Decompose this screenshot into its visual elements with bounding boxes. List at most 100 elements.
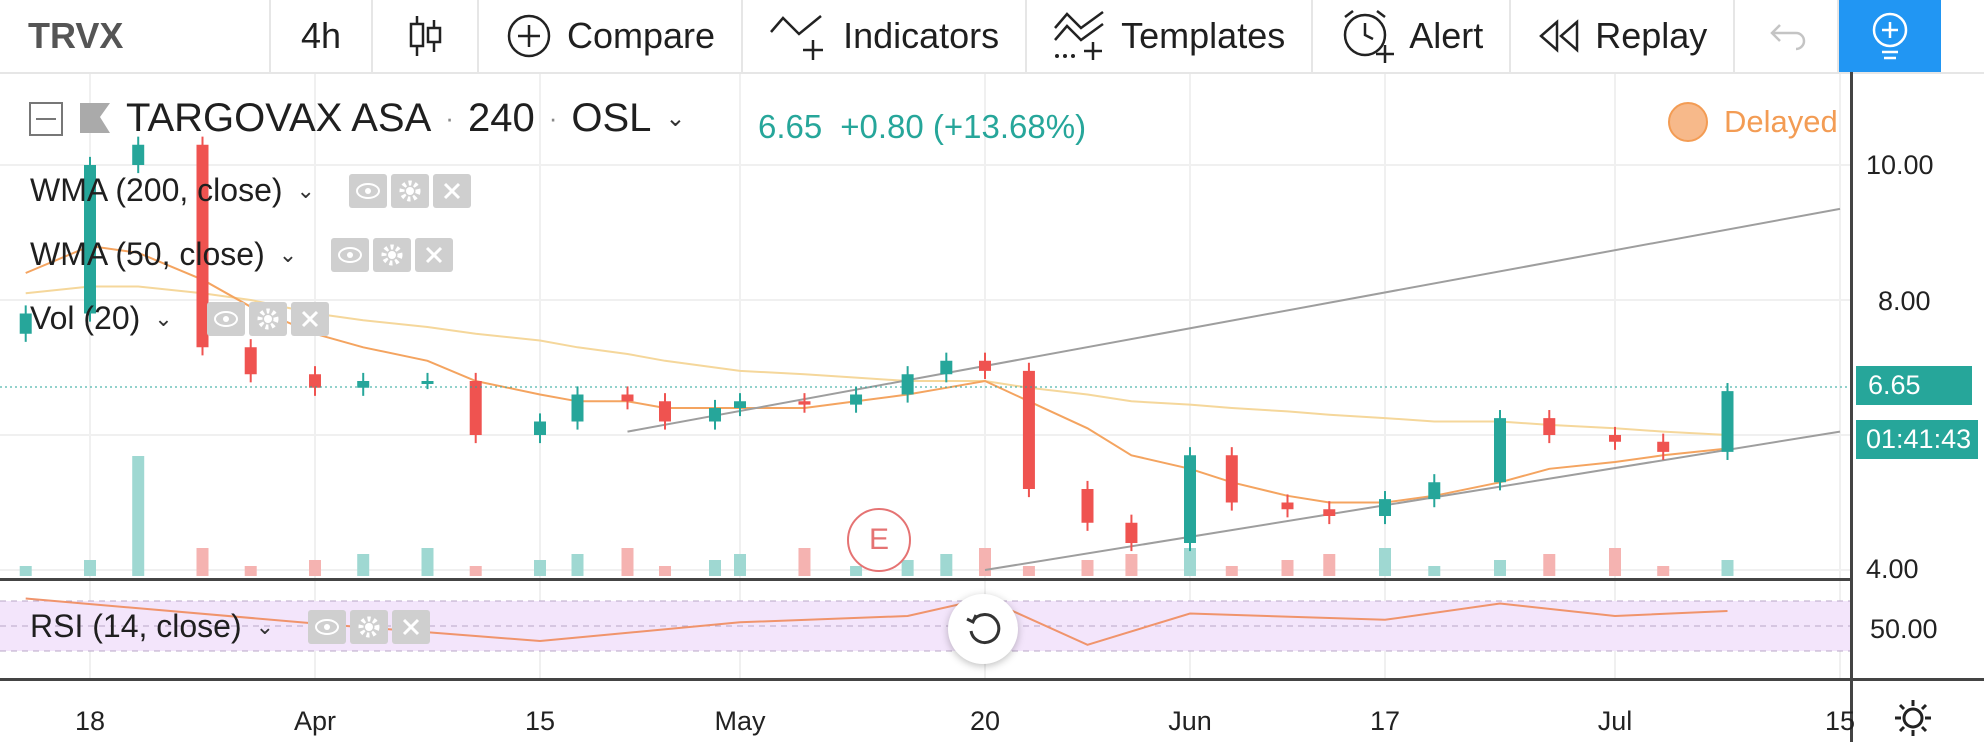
candle-body: [1225, 455, 1238, 503]
chevron-down-icon[interactable]: ⌄: [296, 177, 315, 203]
last-price-tag: 6.65: [1856, 366, 1972, 405]
eye-icon[interactable]: [348, 173, 387, 208]
rewind-icon: [1539, 19, 1579, 53]
price-tick-label: 4.00: [1866, 554, 1919, 584]
flag-icon[interactable]: [78, 101, 112, 137]
close-icon[interactable]: [290, 301, 329, 336]
volume-bar: [1184, 548, 1196, 576]
volume-bar: [1281, 560, 1294, 576]
candle-body: [132, 144, 145, 165]
replay-label: Replay: [1595, 15, 1708, 56]
templates-button[interactable]: Templates: [1027, 0, 1314, 72]
volume-bar: [357, 554, 370, 576]
candle-body: [1379, 499, 1391, 516]
symbol-search-button[interactable]: TRVX: [0, 0, 271, 72]
chevron-down-icon[interactable]: ⌄: [665, 105, 686, 132]
time-tick-label: 15: [524, 706, 556, 736]
candle-body: [421, 381, 434, 384]
candle-body: [1125, 522, 1138, 543]
chevron-down-icon[interactable]: ⌄: [255, 613, 275, 639]
candle-body: [1323, 509, 1336, 516]
symbol-label: TRVX: [28, 15, 124, 56]
compare-label: Compare: [567, 15, 716, 56]
symbol-name: TARGOVAX ASA: [126, 96, 432, 140]
earnings-marker[interactable]: E: [847, 508, 911, 572]
delayed-badge[interactable]: Delayed: [1668, 102, 1838, 142]
trendline[interactable]: [984, 430, 1841, 571]
trendline[interactable]: [627, 207, 1841, 433]
indicator-volume[interactable]: Vol (20) ⌄: [30, 300, 329, 337]
time-axis-border: [0, 678, 1984, 681]
volume-bar: [734, 554, 746, 576]
replay-button[interactable]: Replay: [1511, 0, 1736, 72]
quick-add-button[interactable]: [1839, 0, 1942, 72]
reset-chart-button[interactable]: [948, 594, 1018, 664]
candles: [19, 136, 1734, 552]
eye-icon[interactable]: [206, 301, 245, 336]
alert-button[interactable]: Alert: [1313, 0, 1512, 72]
gear-icon[interactable]: [373, 237, 412, 272]
gear-icon[interactable]: [248, 301, 287, 336]
close-icon[interactable]: [432, 173, 471, 208]
symbol-legend[interactable]: TARGOVAX ASA · 240 · OSL ⌄: [28, 96, 686, 141]
gear-icon[interactable]: [350, 609, 389, 644]
eye-icon[interactable]: [331, 237, 370, 272]
price-axis-border: [1850, 72, 1853, 742]
volume-bar: [1609, 548, 1621, 576]
chevron-down-icon[interactable]: ⌄: [278, 241, 298, 267]
candle-body: [621, 394, 634, 402]
undo-icon: [1770, 24, 1806, 51]
volume-bar: [659, 566, 671, 576]
close-icon[interactable]: [415, 237, 454, 272]
volume-bar: [421, 548, 434, 576]
volume-bar: [1543, 554, 1556, 576]
candle-body: [798, 401, 811, 405]
collapse-icon[interactable]: [28, 101, 64, 137]
undo-button[interactable]: [1735, 0, 1840, 72]
chart-style-button[interactable]: [373, 0, 479, 72]
top-toolbar: TRVX 4h Compare Indicators Templates Ale…: [0, 0, 1984, 74]
chevron-down-icon[interactable]: ⌄: [154, 305, 173, 331]
indicator-rsi[interactable]: RSI (14, close) ⌄: [30, 608, 431, 645]
volume-bar: [309, 560, 321, 576]
eye-icon[interactable]: [308, 609, 347, 644]
indicator-label: Vol (20): [30, 300, 141, 336]
interval-button[interactable]: 4h: [271, 0, 373, 72]
indicator-wma200[interactable]: WMA (200, close) ⌄: [30, 172, 471, 209]
time-tick-label: 20: [969, 706, 1001, 736]
volume-bar: [979, 548, 991, 576]
symbol-exchange: OSL: [571, 96, 652, 140]
candle-body: [1081, 489, 1094, 523]
settings-gear-icon[interactable]: [1893, 698, 1933, 738]
time-tick-label: 17: [1369, 706, 1401, 736]
volume-bar: [621, 548, 634, 576]
pane-separator[interactable]: [0, 578, 1850, 581]
compare-button[interactable]: Compare: [479, 0, 744, 72]
indicators-button[interactable]: Indicators: [743, 0, 1028, 72]
time-tick-label: Jun: [1168, 706, 1212, 736]
candle-body: [940, 360, 953, 375]
candle-body: [309, 374, 321, 388]
countdown-tag: 01:41:43: [1856, 420, 1978, 459]
interval-label: 4h: [300, 15, 342, 56]
rsi-line: [25, 597, 1728, 646]
candle-body: [1721, 391, 1734, 452]
volume-bar: [19, 566, 32, 576]
volume-bar: [469, 566, 482, 576]
moving-averages: [25, 244, 1728, 504]
volume-bar: [709, 560, 721, 576]
gear-icon[interactable]: [390, 173, 429, 208]
rsi-tick-label: 50.00: [1870, 614, 1938, 644]
volume-bars: [19, 456, 1734, 576]
time-tick-label: Apr: [293, 706, 337, 736]
volume-bar: [1721, 560, 1734, 576]
candle-body: [1657, 441, 1670, 452]
candle-body: [734, 401, 746, 408]
symbol-interval: 240: [467, 96, 535, 140]
indicator-wma50[interactable]: WMA (50, close) ⌄: [30, 236, 454, 273]
close-icon[interactable]: [392, 609, 431, 644]
volume-bar: [196, 548, 209, 576]
volume-bar: [1428, 566, 1441, 576]
volume-bar: [534, 560, 546, 576]
candle-body: [659, 401, 671, 422]
